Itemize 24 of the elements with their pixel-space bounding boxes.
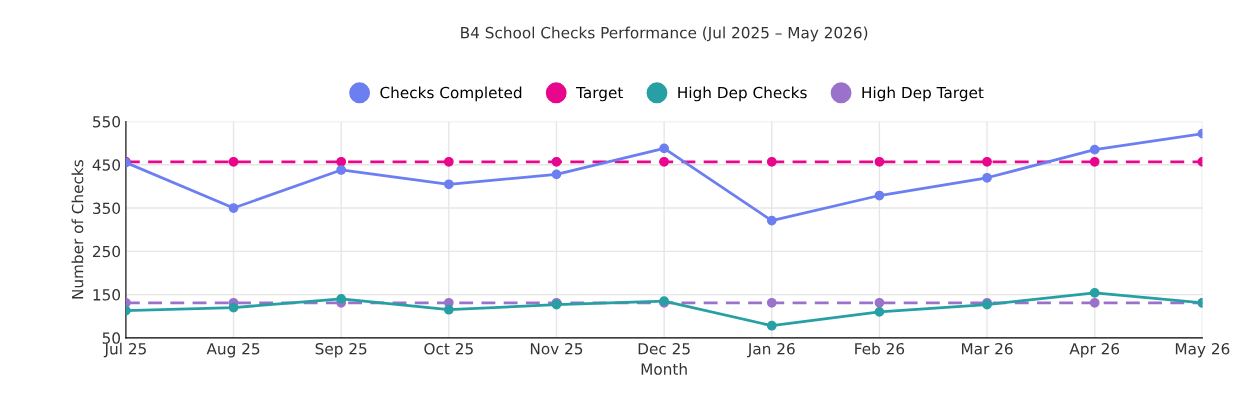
x-tick-label: Jan 26 (747, 342, 795, 358)
y-tick-label: 150 (93, 289, 121, 301)
x-tick-label: Mar 26 (961, 342, 1013, 355)
x-tick-label: Apr 26 (1069, 342, 1120, 358)
legend-label: Target (576, 86, 623, 102)
y-tick-label: 50 (102, 332, 121, 344)
x-tick-label: Feb 26 (855, 342, 905, 355)
x-tick-label: Jul 25 (103, 342, 146, 358)
y-tick-label: 250 (93, 245, 121, 258)
x-tick-label: Oct 25 (424, 342, 473, 355)
y-tick-label: 350 (93, 202, 121, 215)
legend-label: Checks Completed (380, 86, 522, 102)
x-tick-label: Sep 25 (315, 342, 367, 358)
x-tick-label: Aug 25 (206, 342, 260, 358)
legend-label: High Dep Checks (678, 86, 807, 102)
chart-title: B4 School Checks Performance (Jul 2025 – May 2026) (461, 26, 868, 42)
x-axis-title: Month (641, 363, 687, 375)
x-tick-label: Dec 25 (638, 342, 690, 355)
x-tick-label: Nov 25 (530, 342, 583, 355)
y-tick-label: 550 (93, 116, 121, 128)
y-tick-label: 450 (92, 159, 121, 171)
y-axis-title: Number of Checks (71, 160, 84, 299)
legend-label: High Dep Target (862, 86, 984, 102)
x-tick-label: May 26 (1175, 342, 1230, 358)
